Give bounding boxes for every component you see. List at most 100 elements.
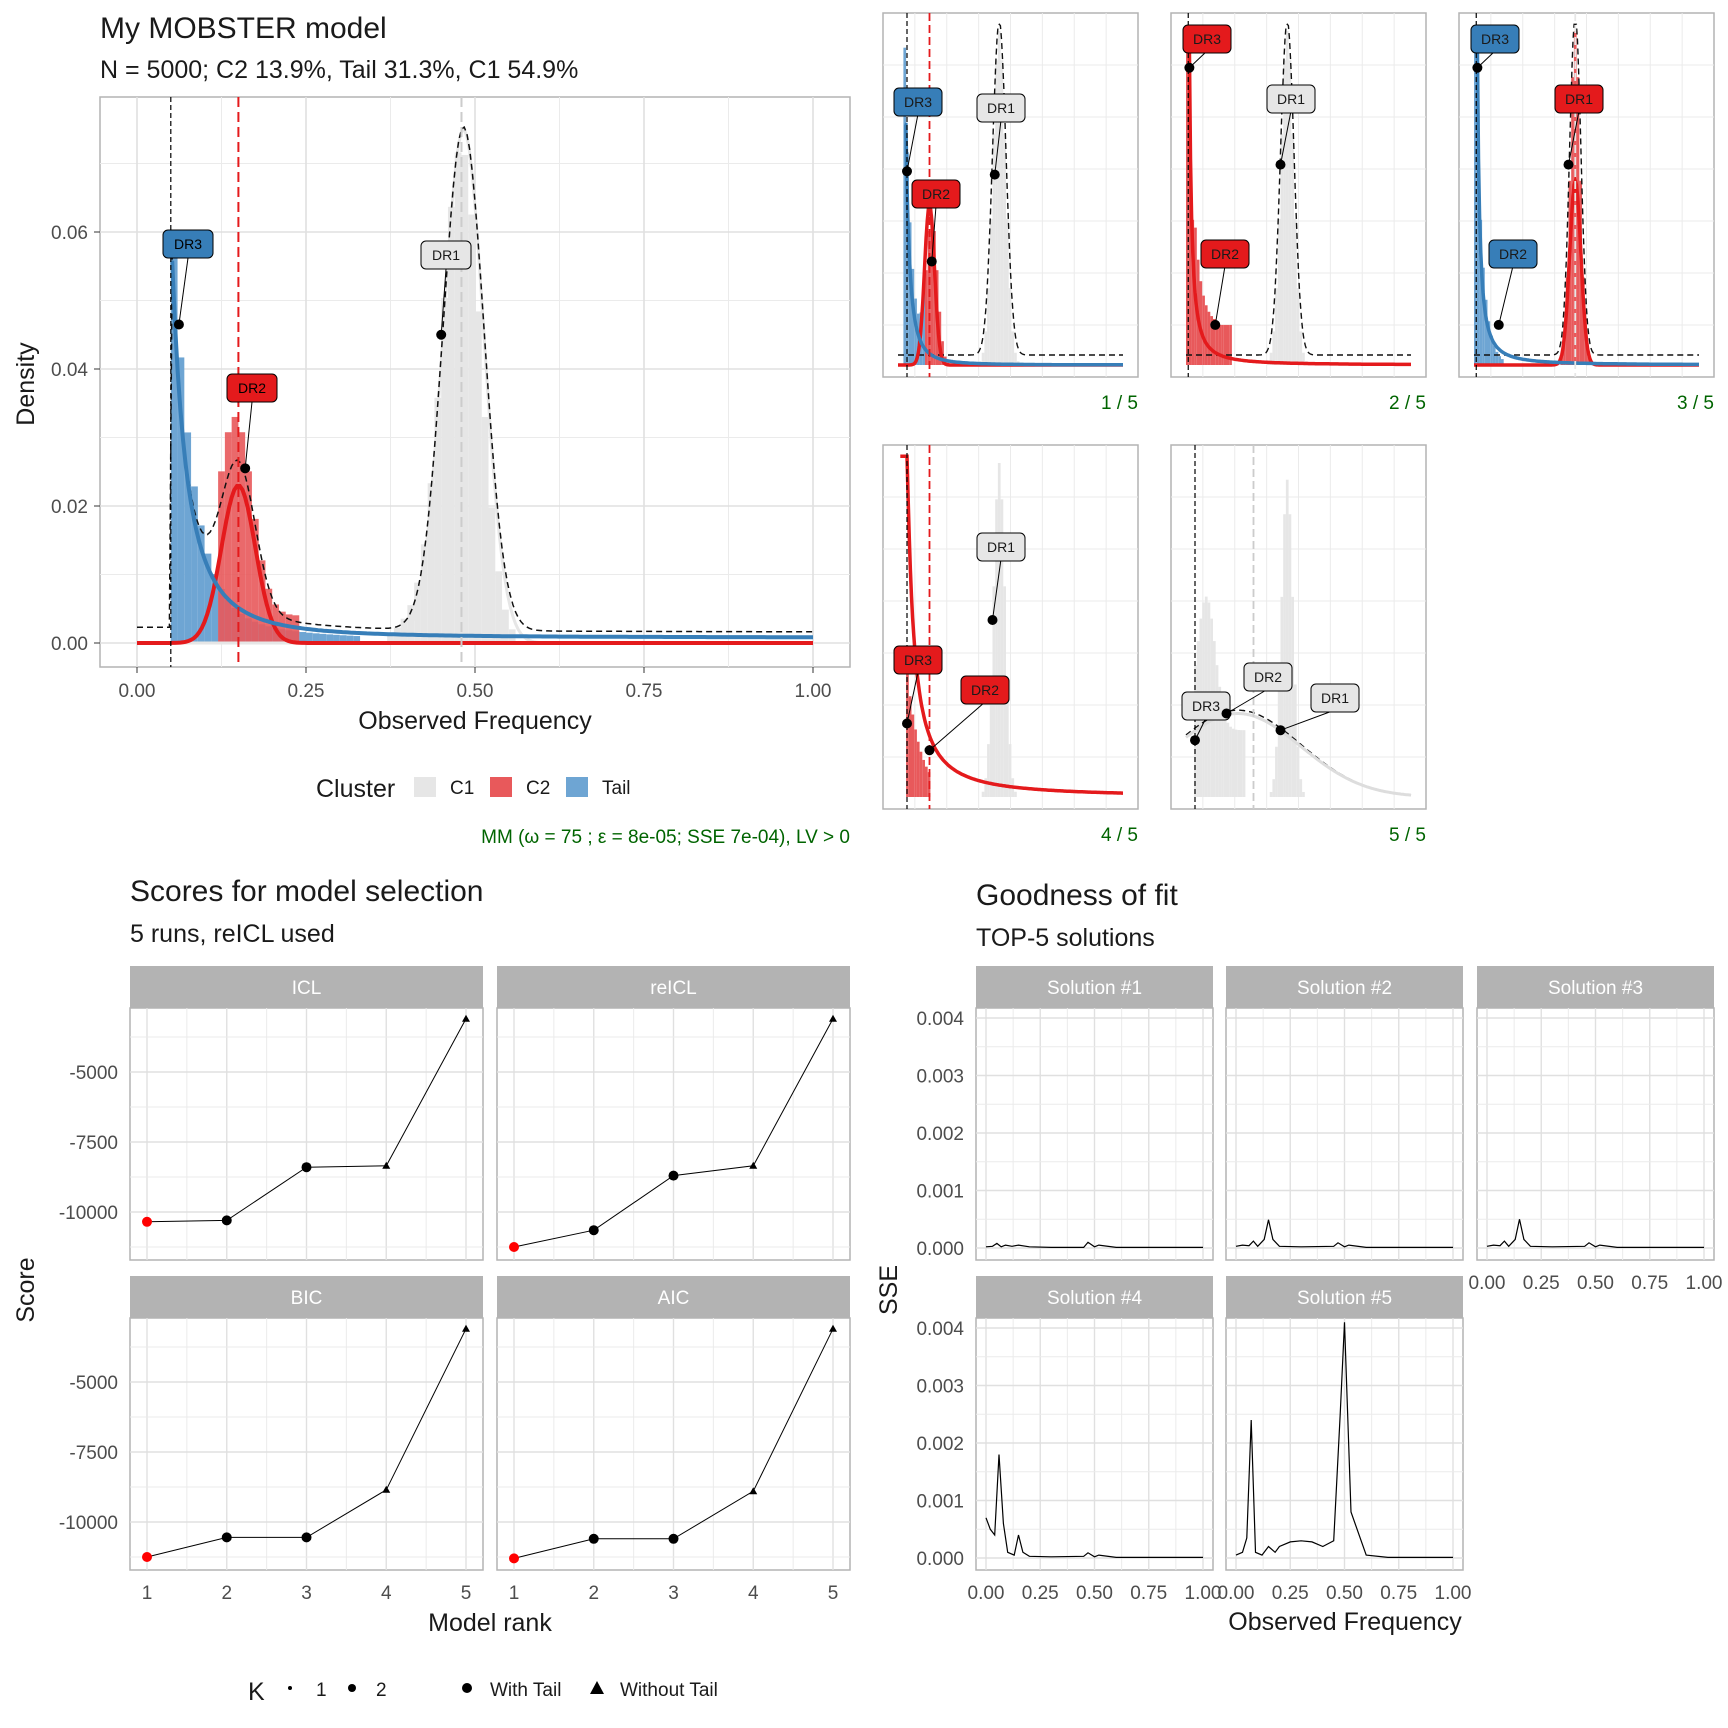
score-point [221,1532,232,1543]
score-point [221,1215,232,1226]
mini-label-box [893,87,943,117]
mini-hist-bar [1237,729,1240,797]
c1-bar [502,609,509,643]
mini-hist-bar [1199,281,1203,365]
score-x-tick-label: 3 [668,1583,679,1604]
mixture-density-line [137,125,813,633]
mini-leader-line [992,558,1002,621]
tail-bar [353,636,361,643]
score-point [668,1533,679,1544]
score-y-tick-label: -5000 [69,1373,118,1394]
mini-hist-bar [1294,218,1297,365]
legend-k2-dot [348,1684,356,1692]
gof-y-tick-label: 0.003 [916,1377,964,1398]
mini-leader-line [1568,110,1580,165]
scores-panels: ICL -5000 -7500 -10000 reICL BIC -5000 -7500 -10… [59,966,851,1604]
mini-hist-bar [1299,779,1303,797]
mini-label-box [1200,239,1250,269]
score-y-tick-label: -10000 [59,1203,118,1224]
legend-k1-label: 1 [316,1680,327,1701]
c1-bar [434,397,442,643]
score-point [142,1552,152,1562]
mini-hist-bar [984,331,988,365]
gof-title: Goodness of fit [976,879,1178,912]
tail-bar [306,632,313,643]
mini-hist-bar [1207,311,1211,365]
mini-hist-bar [1000,499,1004,797]
c1-bar [400,618,408,643]
c1-bar [427,483,435,643]
c2-bar [231,416,239,643]
mini-driver-point [987,614,998,625]
score-point [509,1242,519,1252]
score-x-tick-label: 4 [748,1583,759,1604]
mini-driver-point [1184,62,1195,73]
mini-hist-bar [1495,351,1499,365]
mini-hist-bar [989,678,993,797]
legend-k1-dot [288,1686,292,1690]
tail-bar [197,525,205,643]
tail-bar [339,635,347,643]
mini-hist-bar [1229,726,1232,797]
mini-hist-bar [1302,791,1305,797]
mini-hist-bar [995,60,998,366]
mini-curve [900,454,1123,795]
gof-panel-1: Solution #1 0.000 0.001 0.002 0.003 0.004 [916,966,1214,1261]
mini-label-text: DR1 [987,100,1015,116]
score-strip [497,1276,850,1318]
mini-hist-bar [1221,703,1224,797]
driver-label-box [420,240,472,270]
gof-y-tick-label: 0.000 [916,1239,964,1260]
mini-panel-5: DR3 DR2 DR1 5 / 5 [1170,444,1427,846]
mini-hist-bar [1498,356,1501,365]
mini-panel-4: DR3 DR2 DR1 4 / 5 [882,444,1139,846]
mini-hist-bar [1479,219,1483,365]
gof-y-tick-label: 0.004 [916,1009,964,1030]
mini-label-text: DR1 [987,539,1015,555]
mini-driver-point [1493,319,1504,330]
score-panel-reicl: reICL [496,966,851,1261]
score-panel-aic: AIC 1 2 3 4 5 [496,1276,851,1604]
mini-hist-bar [1226,722,1230,797]
c1-bar [447,206,455,643]
score-point-triangle [382,1485,391,1493]
mini-panels: DR3 DR2 DR1 1 / 5 DR3 DR2 DR1 2 / 5 DR3 DR2 DR1 3 /… [882,12,1715,846]
scores-subtitle: 5 runs, reICL used [130,920,335,948]
main-x-tick-label: 1.00 [795,681,832,702]
mini-caption: 5 / 5 [1389,825,1426,846]
mini-hist-bar [1204,305,1208,365]
gof-x-title: Observed Frequency [1228,1608,1462,1636]
main-y-tick-label: 0.02 [51,497,88,518]
mini-hist-bar [987,744,990,797]
mini-hist-bar [1280,596,1284,797]
mini-caption: 1 / 5 [1101,393,1138,414]
mini-hist-bar [1490,335,1493,365]
mini-hist-bar [1006,678,1009,797]
tail-bar [319,633,327,643]
mini-hist-bar [997,31,1001,365]
gof-x-tick-label: 0.00 [1218,1583,1255,1604]
mini-hist-bar [1474,41,1477,365]
mini-hist-bar [1302,352,1305,365]
score-x-tick-label: 4 [381,1583,392,1604]
gof-line [985,1241,1203,1248]
mini-driver-point [989,169,1000,180]
c1-bar [475,311,482,643]
tail-density-line [170,260,813,640]
mini-hist-bar [1280,133,1284,365]
mini-label-box [1181,691,1231,721]
gof-panels: Solution #10.0000.0010.0020.0030.004Solu… [916,966,1722,1604]
score-y-tick-label: -5000 [69,1063,118,1084]
mini-hist-bar [984,778,988,797]
main-subtitle: N = 5000; C2 13.9%, Tail 31.3%, C1 54.9% [100,56,578,84]
mini-hist-bar [1283,60,1286,366]
gof-line [985,1454,1203,1558]
mini-hist-bar [1218,686,1222,797]
mini-hist-bar [1223,324,1227,365]
mini-driver-point [902,718,912,729]
mini-hist-bar [916,741,920,797]
score-x-tick-label: 3 [301,1583,312,1604]
main-y-tick-label: 0.00 [51,634,88,655]
mini-hist-bar [1291,133,1294,365]
score-y-tick-label: -7500 [69,1443,118,1464]
